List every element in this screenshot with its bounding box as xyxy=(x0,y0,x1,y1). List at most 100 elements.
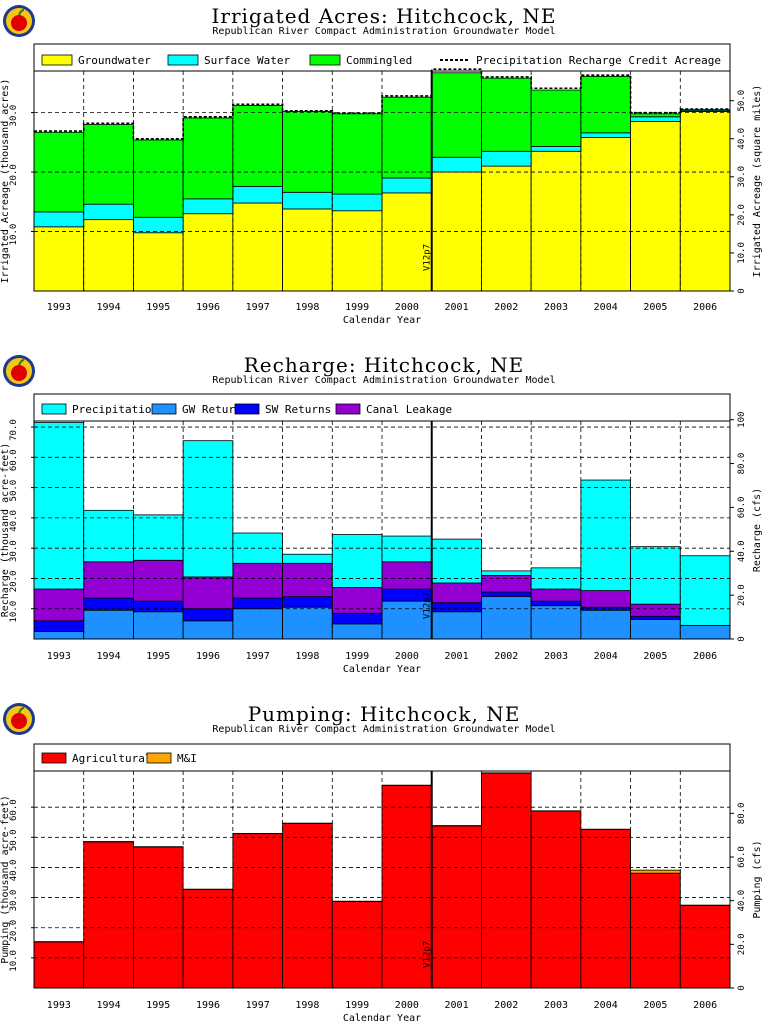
x-tick-label: 1999 xyxy=(345,302,369,313)
y-tick-label: 40.0 xyxy=(9,860,19,882)
bar-precipitation xyxy=(580,479,631,591)
y2-tick-label: 20.0 xyxy=(737,584,747,606)
bar-groundwater xyxy=(481,165,532,292)
apple-logo-icon xyxy=(3,355,35,387)
y-tick-label: 40.0 xyxy=(9,510,19,532)
bar-agricultural xyxy=(530,810,582,989)
chart-subtitle: Republican River Compact Administration … xyxy=(212,375,556,386)
legend-swatch xyxy=(335,403,361,415)
model-version-label: V12p7 xyxy=(423,941,433,968)
y-tick-label: 30.0 xyxy=(9,105,19,127)
x-tick-label: 2006 xyxy=(693,651,717,662)
bar-agricultural xyxy=(133,846,184,989)
x-tick-label: 1999 xyxy=(345,1000,369,1011)
bar-canal-leakage xyxy=(381,561,433,590)
y-tick-label: 20.0 xyxy=(9,164,19,186)
bar-groundwater xyxy=(679,111,731,292)
model-version-label: V12p7 xyxy=(423,592,433,619)
x-tick-label: 1999 xyxy=(345,651,369,662)
bar-agricultural xyxy=(580,829,631,989)
legend-label: Surface Water xyxy=(204,54,290,67)
bar-commingled xyxy=(133,139,184,218)
bar-canal-leakage xyxy=(232,562,283,599)
bar-agricultural xyxy=(630,872,681,989)
legend-swatch xyxy=(234,403,260,415)
bar-precipitation xyxy=(33,422,85,590)
legend-swatch xyxy=(41,403,67,415)
legend-swatch xyxy=(167,54,199,66)
y2-tick-label: 60.0 xyxy=(737,497,747,519)
y-axis-label: Recharge (thousand acre-feet) xyxy=(0,443,11,618)
bar-groundwater xyxy=(630,121,681,292)
x-tick-label: 2005 xyxy=(643,651,667,662)
bar-precipitation xyxy=(431,538,482,584)
bar-agricultural xyxy=(182,889,234,989)
x-tick-label: 1998 xyxy=(295,651,319,662)
apple-logo-icon xyxy=(3,703,35,735)
x-tick-label: 2001 xyxy=(445,651,469,662)
bar-precipitation xyxy=(133,514,184,561)
x-tick-label: 1996 xyxy=(196,302,220,313)
bar-commingled xyxy=(331,113,383,195)
bar-commingled xyxy=(580,75,631,134)
legend-label: GW Returns xyxy=(182,403,248,416)
x-axis-label: Calendar Year xyxy=(343,315,421,326)
x-tick-label: 2005 xyxy=(643,1000,667,1011)
legend-label: Commingled xyxy=(346,54,412,67)
x-tick-label: 1996 xyxy=(196,651,220,662)
x-tick-label: 2002 xyxy=(494,651,518,662)
x-tick-label: 2000 xyxy=(395,302,419,313)
plot-frame xyxy=(33,43,731,292)
x-tick-label: 1997 xyxy=(246,1000,270,1011)
y-tick-label: 70.0 xyxy=(9,419,19,441)
y2-tick-label: 0 xyxy=(737,288,747,293)
legend-swatch xyxy=(151,403,177,415)
x-tick-label: 1996 xyxy=(196,1000,220,1011)
bar-agricultural xyxy=(481,772,532,989)
apple-logo-icon xyxy=(3,5,35,37)
x-tick-label: 1995 xyxy=(146,651,170,662)
model-version-label: V12p7 xyxy=(423,244,433,271)
y2-tick-label: 40.0 xyxy=(737,128,747,150)
y-tick-label: 10.0 xyxy=(9,224,19,246)
bar-m-i xyxy=(630,869,681,874)
bar-precipitation xyxy=(83,509,134,563)
legend-label: Precipitation xyxy=(72,403,158,416)
x-tick-label: 1993 xyxy=(47,302,71,313)
bar-canal-leakage xyxy=(133,559,184,602)
y2-tick-label: 0 xyxy=(737,636,747,641)
y-tick-label: 10.0 xyxy=(9,950,19,972)
bar-agricultural xyxy=(33,941,85,989)
chart-subtitle: Republican River Compact Administration … xyxy=(212,724,556,735)
bar-agricultural xyxy=(679,905,731,989)
x-tick-label: 1997 xyxy=(246,302,270,313)
chart-title: Irrigated Acres: Hitchcock, NE xyxy=(211,4,557,28)
x-tick-label: 2000 xyxy=(395,651,419,662)
x-tick-label: 2004 xyxy=(594,1000,618,1011)
x-tick-label: 1994 xyxy=(97,1000,121,1011)
x-tick-label: 2000 xyxy=(395,1000,419,1011)
y2-tick-label: 0 xyxy=(737,985,747,990)
x-tick-label: 2003 xyxy=(544,1000,568,1011)
y2-tick-label: 40.0 xyxy=(737,540,747,562)
x-tick-label: 1994 xyxy=(97,302,121,313)
bar-agricultural xyxy=(431,825,482,989)
y-tick-label: 20.0 xyxy=(9,920,19,942)
y2-tick-label: 20.0 xyxy=(737,204,747,226)
bar-agricultural xyxy=(83,841,134,989)
chart-title: Recharge: Hitchcock, NE xyxy=(243,353,525,377)
y-tick-label: 30.0 xyxy=(9,890,19,912)
y-tick-label: 10.0 xyxy=(9,601,19,623)
y2-tick-label: 80.0 xyxy=(737,453,747,475)
legend-label: Canal Leakage xyxy=(366,403,452,416)
y2-tick-label: 20.0 xyxy=(737,933,747,955)
x-tick-label: 2004 xyxy=(594,651,618,662)
x-tick-label: 2001 xyxy=(445,302,469,313)
chart-subtitle: Republican River Compact Administration … xyxy=(212,26,556,37)
bar-gw-returns xyxy=(530,605,582,640)
legend-label: Precipitation Recharge Credit Acreage xyxy=(476,54,721,67)
y-tick-label: 20.0 xyxy=(9,571,19,593)
legend-label: Agricultural xyxy=(72,752,151,765)
x-axis-label: Calendar Year xyxy=(343,664,421,675)
